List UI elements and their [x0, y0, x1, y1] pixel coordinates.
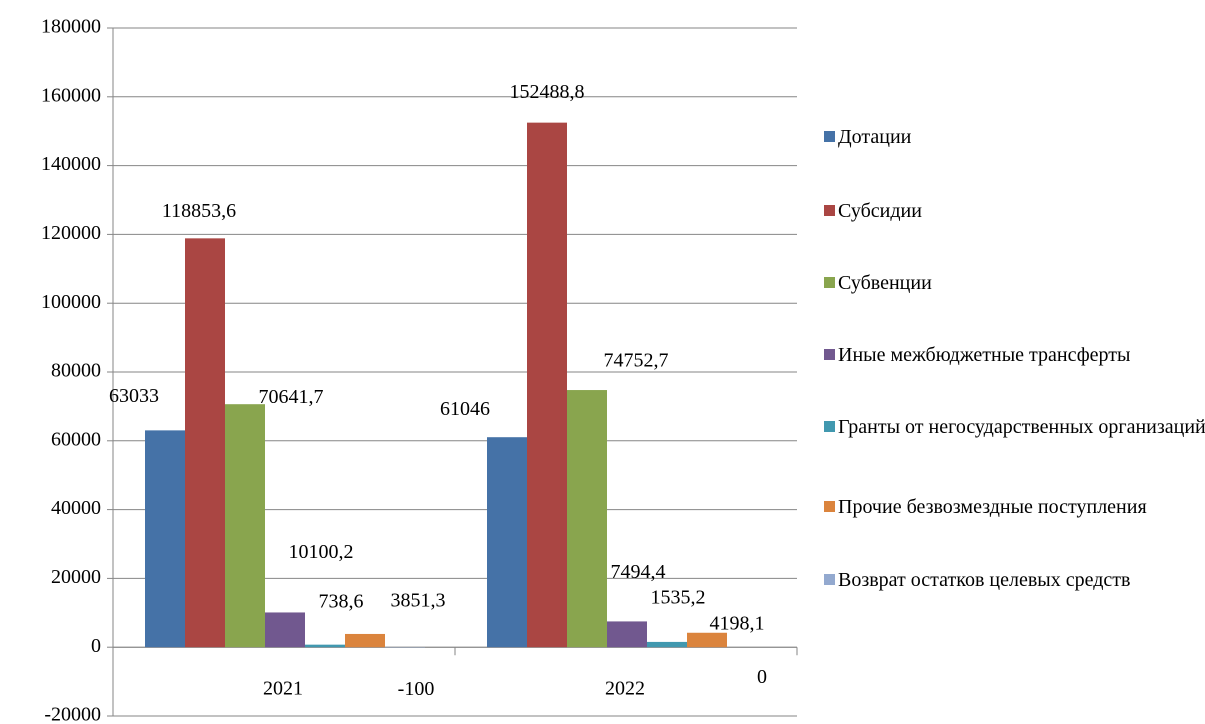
y-tick-label: 0 [91, 635, 101, 657]
legend-swatch [824, 421, 835, 432]
data-label: 118853,6 [162, 200, 236, 222]
legend-item: Гранты от негосударственных организаций [838, 416, 1205, 438]
legend-label: Субвенции [838, 272, 932, 294]
legend-item: Возврат остатков целевых средств [838, 569, 1131, 591]
y-tick-label: 120000 [41, 222, 101, 244]
data-label: 74752,7 [604, 350, 669, 372]
data-label: -100 [398, 678, 435, 700]
data-label: 61046 [440, 398, 490, 420]
bar [567, 390, 607, 648]
y-tick-label: 140000 [41, 153, 101, 175]
legend-swatch [824, 349, 835, 360]
bar [145, 430, 185, 648]
bar [527, 122, 567, 648]
data-label: 1535,2 [651, 587, 706, 609]
data-label: 70641,7 [259, 386, 324, 408]
bar [647, 641, 687, 648]
bar [487, 437, 527, 648]
data-label: 4198,1 [710, 612, 765, 634]
legend-label: Гранты от негосударственных организаций [838, 416, 1205, 438]
data-label: 63033 [109, 385, 159, 407]
bar [265, 612, 305, 648]
legend-item: Дотации [838, 126, 912, 148]
data-label: 738,6 [319, 590, 364, 612]
bar [305, 644, 345, 648]
legend-swatch [824, 277, 835, 288]
legend-item: Субвенции [838, 272, 932, 294]
data-label: 10100,2 [289, 541, 354, 563]
legend-label: Субсидии [838, 200, 922, 222]
legend-swatch [824, 501, 835, 512]
data-label: 0 [757, 666, 767, 688]
y-tick-label: 40000 [51, 497, 101, 519]
legend-swatch [824, 205, 835, 216]
legend-label: Прочие безвозмездные поступления [838, 496, 1147, 518]
y-tick-label: 80000 [51, 360, 101, 382]
y-tick-label: 60000 [51, 428, 101, 450]
y-tick-label: 160000 [41, 84, 101, 106]
legend-label: Возврат остатков целевых средств [838, 569, 1131, 591]
bar [687, 632, 727, 648]
legend-label: Иные межбюджетные трансферты [838, 344, 1131, 366]
x-tick-label: 2021 [263, 678, 303, 700]
y-tick-label: 100000 [41, 291, 101, 313]
bar [345, 633, 385, 648]
bar [225, 404, 265, 648]
x-tick-label: 2022 [605, 678, 645, 700]
legend-item: Прочие безвозмездные поступления [838, 496, 1147, 518]
legend-label: Дотации [838, 126, 912, 148]
data-label: 152488,8 [510, 81, 585, 103]
legend-swatch [824, 574, 835, 585]
bar [607, 621, 647, 648]
legend-item: Иные межбюджетные трансферты [838, 344, 1131, 366]
y-tick-label: 180000 [41, 16, 101, 38]
y-tick-label: 20000 [51, 566, 101, 588]
bar [185, 238, 225, 648]
y-tick-label: -20000 [44, 704, 101, 724]
legend-swatch [824, 131, 835, 142]
data-label: 3851,3 [391, 590, 446, 612]
data-label: 7494,4 [611, 561, 666, 583]
legend-item: Субсидии [838, 200, 922, 222]
